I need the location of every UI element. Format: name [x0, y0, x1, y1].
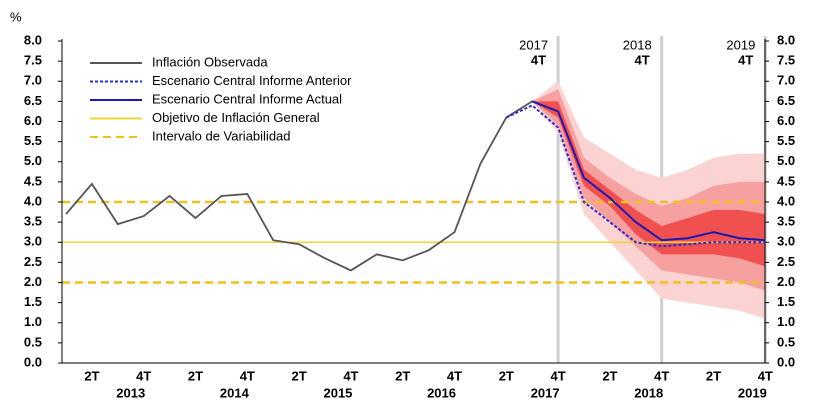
series-line: [505, 104, 766, 248]
x-tick-label: 2T: [188, 368, 203, 383]
marker-year: 2018: [623, 37, 652, 52]
x-tick-label: 4T: [654, 368, 669, 383]
y2-tick-label: 3.0: [777, 234, 795, 249]
marker-year: 2019: [726, 37, 755, 52]
x-tick-label: 4T: [447, 368, 462, 383]
series-line: [531, 100, 766, 242]
x-tick-label: 4T: [758, 368, 773, 383]
y-tick-label: 5.0: [24, 153, 42, 168]
marker-year: 2017: [519, 37, 548, 52]
y-tick-label: 7.0: [24, 73, 42, 88]
x-tick-label: 4T: [240, 368, 255, 383]
y-tick-label: 3.0: [24, 234, 42, 249]
y-tick-label: 5.5: [24, 133, 42, 148]
x-tick-label: 4T: [136, 368, 151, 383]
y-tick-label: 3.5: [24, 214, 42, 229]
fan-band: [532, 101, 766, 267]
y-tick-label: 8.0: [24, 32, 42, 47]
y-tick-label: 6.5: [24, 93, 42, 108]
y2-tick-label: 2.5: [777, 254, 795, 269]
x-tick-label: 2T: [499, 368, 514, 383]
year-label: 2016: [427, 385, 456, 400]
year-label: 2019: [738, 385, 767, 400]
year-label: 2017: [531, 385, 560, 400]
x-tick-label: 2T: [395, 368, 410, 383]
marker-quarter: 4T: [738, 52, 753, 67]
marker-quarter: 4T: [635, 52, 650, 67]
legend-label: Inflación Observada: [152, 54, 268, 69]
y-tick-label: 6.0: [24, 113, 42, 128]
y2-tick-label: 6.0: [777, 113, 795, 128]
y-tick-label: 7.5: [24, 53, 42, 68]
y2-tick-label: 1.5: [777, 294, 795, 309]
y-tick-label: 0.0: [24, 354, 42, 369]
y2-tick-label: 8.0: [777, 32, 795, 47]
legend-label: Objetivo de Inflación General: [152, 110, 320, 125]
x-tick-label: 2T: [706, 368, 721, 383]
y-tick-label: 1.5: [24, 294, 42, 309]
y2-tick-label: 6.5: [777, 93, 795, 108]
x-tick-label: 2T: [292, 368, 307, 383]
legend-label: Intervalo de Variabilidad: [152, 128, 291, 143]
y2-tick-label: 3.5: [777, 214, 795, 229]
y-unit: %: [10, 9, 22, 24]
y2-tick-label: 0.5: [777, 334, 795, 349]
year-label: 2014: [220, 385, 250, 400]
y-tick-label: 2.0: [24, 274, 42, 289]
year-label: 2015: [323, 385, 352, 400]
x-tick-label: 2T: [602, 368, 617, 383]
y-tick-label: 0.5: [24, 334, 42, 349]
y-tick-label: 2.5: [24, 254, 42, 269]
y2-tick-label: 7.0: [777, 73, 795, 88]
y2-tick-label: 4.5: [777, 173, 795, 188]
y2-tick-label: 7.5: [777, 53, 795, 68]
y2-tick-label: 4.0: [777, 193, 795, 208]
year-label: 2013: [116, 385, 145, 400]
y-tick-label: 4.0: [24, 193, 42, 208]
y2-tick-label: 5.5: [777, 133, 795, 148]
year-label: 2018: [634, 385, 663, 400]
y2-tick-label: 5.0: [777, 153, 795, 168]
y2-tick-label: 1.0: [777, 314, 795, 329]
legend-label: Escenario Central Informe Anterior: [152, 73, 352, 88]
x-tick-label: 4T: [551, 368, 566, 383]
y2-tick-label: 2.0: [777, 274, 795, 289]
y-tick-label: 1.0: [24, 314, 42, 329]
series-line: [65, 100, 559, 272]
legend-label: Escenario Central Informe Actual: [152, 91, 342, 106]
x-tick-label: 2T: [84, 368, 99, 383]
marker-quarter: 4T: [531, 52, 546, 67]
y2-tick-label: 0.0: [777, 354, 795, 369]
x-tick-label: 4T: [343, 368, 358, 383]
y-tick-label: 4.5: [24, 173, 42, 188]
